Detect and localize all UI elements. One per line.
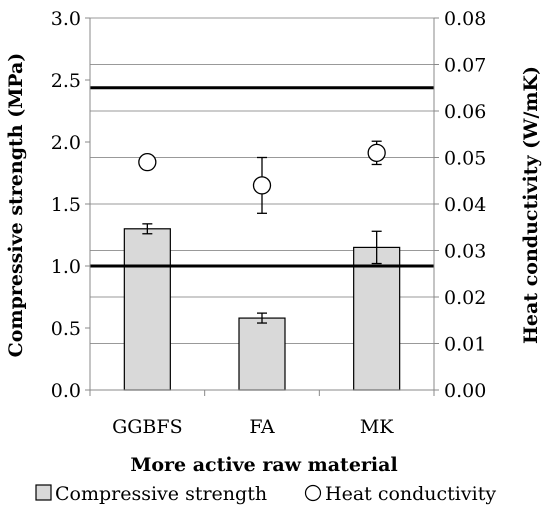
point-fa	[252, 176, 272, 195]
left-tick-label: 2.0	[51, 132, 81, 154]
right-tick-label: 0.03	[444, 241, 486, 263]
left-tick-label: 2.5	[51, 70, 81, 92]
right-tick-label: 0.00	[444, 380, 486, 402]
x-axis-title: More active raw material	[130, 454, 397, 476]
left-tick-label: 1.0	[51, 256, 81, 278]
left-axis-title: Compressive strength (MPa)	[5, 53, 27, 358]
heat-conductivity-points	[138, 140, 386, 214]
left-tick-label: 1.5	[51, 194, 81, 216]
reference-lines	[90, 86, 434, 268]
legend-marker-heat-conductivity	[304, 484, 322, 502]
legend: Compressive strength Heat conductivity	[35, 483, 496, 505]
legend-label-heat-conductivity: Heat conductivity	[325, 483, 496, 505]
left-tick-label: 3.0	[51, 8, 81, 30]
bar-ggbfs	[123, 228, 171, 391]
bars	[123, 223, 401, 391]
x-tick-label-mk: MK	[360, 416, 394, 438]
right-axis-title: Heat conductivity (W/mK)	[520, 66, 542, 344]
right-tick-label: 0.06	[444, 101, 486, 123]
left-tick-label: 0.0	[51, 380, 81, 402]
point-ggbfs	[138, 152, 157, 172]
bar-fa	[238, 317, 286, 391]
legend-swatch-compressive-strength	[35, 484, 52, 501]
x-tick-label-fa: FA	[249, 416, 275, 438]
right-axis-ticks: 0.00 0.01 0.02 0.03 0.04 0.05 0.06 0.07 0.08	[434, 8, 486, 402]
right-tick-label: 0.07	[444, 55, 486, 77]
right-tick-label: 0.01	[444, 334, 486, 356]
right-tick-label: 0.04	[444, 194, 486, 216]
left-axis-ticks: 0.0 0.5 1.0 1.5 2.0 2.5 3.0	[51, 8, 90, 402]
right-tick-label: 0.02	[444, 287, 486, 309]
bar-mk	[353, 246, 401, 391]
legend-label-compressive-strength: Compressive strength	[55, 483, 267, 505]
x-axis-ticks: GGBFS FA MK	[89, 390, 435, 438]
left-tick-label: 0.5	[51, 318, 81, 340]
x-tick-label-ggbfs: GGBFS	[112, 416, 183, 438]
point-mk	[367, 143, 386, 163]
right-tick-label: 0.08	[444, 8, 486, 30]
right-tick-label: 0.05	[444, 148, 486, 170]
